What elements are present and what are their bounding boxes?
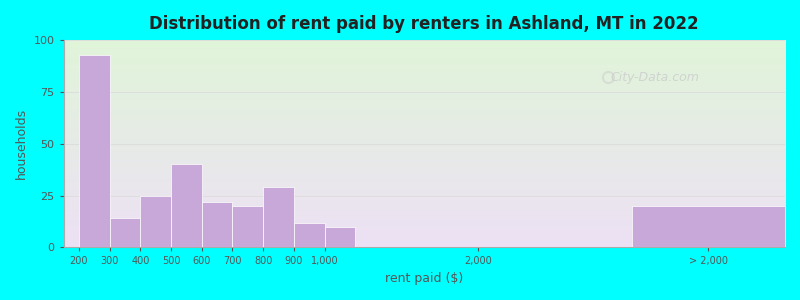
Bar [79, 55, 110, 248]
Text: City-Data.com: City-Data.com [610, 71, 699, 84]
Bar [233, 206, 263, 248]
Bar [171, 164, 202, 248]
Bar [202, 202, 233, 247]
Bar [110, 218, 140, 248]
Bar [263, 187, 294, 247]
Bar [140, 196, 171, 247]
Bar [631, 206, 785, 248]
Bar [325, 227, 355, 248]
Title: Distribution of rent paid by renters in Ashland, MT in 2022: Distribution of rent paid by renters in … [150, 15, 699, 33]
Y-axis label: households: households [15, 108, 28, 179]
X-axis label: rent paid ($): rent paid ($) [385, 272, 463, 285]
Bar [294, 223, 325, 247]
